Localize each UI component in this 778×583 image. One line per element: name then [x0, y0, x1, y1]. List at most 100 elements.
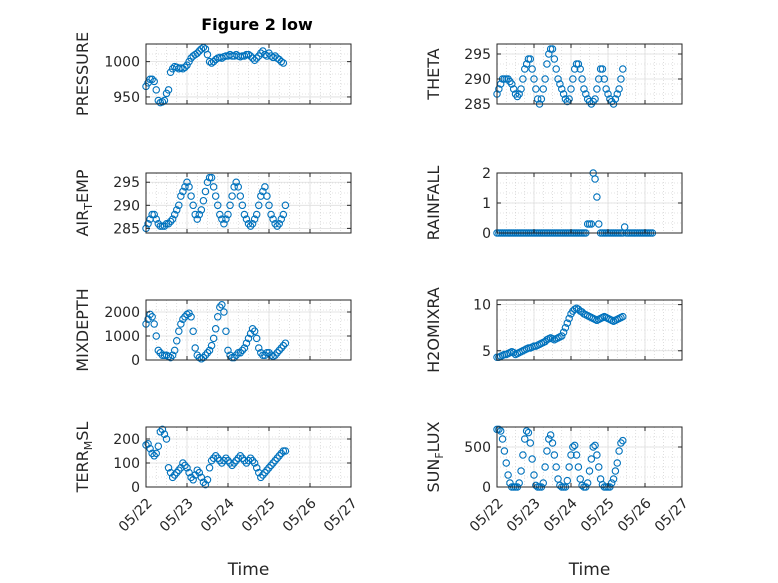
data-point [277, 215, 286, 223]
data-point [554, 75, 562, 83]
ytick-label: 10 [473, 298, 491, 314]
data-point [620, 223, 629, 231]
ytick-label: 295 [464, 47, 491, 63]
data-point [173, 468, 181, 477]
data-point [528, 65, 536, 73]
data-point [238, 346, 247, 355]
data-point [234, 454, 243, 462]
data-point [530, 75, 538, 83]
data-point [214, 454, 222, 462]
data-point [166, 217, 175, 226]
data-point [240, 344, 249, 352]
data-point [152, 449, 161, 458]
data-point [181, 461, 189, 470]
ytick-label: 2 [482, 166, 491, 182]
data-point [550, 55, 559, 63]
data-point [211, 452, 220, 460]
xtick-label: 05/24 [541, 495, 581, 535]
data-point [267, 461, 275, 470]
data-point [177, 192, 185, 200]
data-point [273, 349, 281, 357]
data-point [207, 456, 216, 465]
data-point [216, 210, 224, 219]
data-point [609, 475, 618, 483]
ytick-label: 0 [131, 353, 140, 369]
subplot-0: 950 1000 PRESSURE [73, 32, 352, 116]
data-point [160, 351, 169, 359]
data-point [619, 436, 627, 445]
data-point [222, 454, 230, 462]
data-point [591, 95, 599, 103]
data-point [526, 439, 535, 447]
ytick-label: 1000 [104, 329, 140, 345]
data-point [218, 459, 226, 467]
data-point [261, 468, 269, 477]
data-point [146, 444, 154, 453]
data-point [197, 473, 206, 482]
xtick-label: 05/25 [239, 495, 279, 535]
data-point [271, 351, 279, 359]
ytick-label: 5 [482, 344, 491, 360]
data-point [255, 344, 263, 352]
ytick-label: 1 [482, 196, 491, 212]
data-point [146, 75, 154, 84]
data-point [587, 220, 596, 228]
data-point [578, 75, 586, 83]
figure-title: Figure 2 low [201, 15, 313, 34]
data-point [150, 452, 158, 460]
data-point [522, 60, 531, 68]
axes-box [145, 299, 352, 361]
ytick-label: 950 [113, 90, 140, 106]
data-point [593, 193, 601, 201]
data-point [179, 315, 187, 323]
data-point [164, 220, 173, 228]
data-point [179, 459, 187, 467]
data-point [550, 451, 559, 459]
data-point [591, 175, 599, 183]
data-point [211, 192, 220, 200]
data-point [209, 183, 218, 191]
data-point [230, 353, 238, 362]
data-point [275, 452, 283, 460]
data-point [193, 215, 202, 223]
data-point [528, 455, 536, 463]
data-point [602, 85, 610, 93]
y-axis-label: H2OMIXRA [424, 287, 443, 373]
data-point [191, 210, 199, 219]
data-point [244, 456, 253, 465]
data-point [238, 201, 247, 210]
data-point [593, 85, 601, 93]
data-point [563, 319, 572, 327]
data-point [502, 459, 510, 467]
data-point [222, 327, 230, 335]
data-point [250, 215, 259, 223]
data-point [166, 353, 175, 362]
data-point [594, 220, 603, 228]
data-point [181, 63, 189, 72]
data-point [613, 90, 621, 98]
data-point [569, 75, 577, 83]
data-point [181, 183, 189, 191]
data-point [203, 50, 212, 59]
data-point [156, 349, 165, 357]
data-point [216, 303, 224, 311]
data-point [517, 85, 525, 93]
data-point [232, 351, 240, 359]
data-point [144, 220, 152, 228]
data-point [246, 454, 255, 462]
data-point [205, 464, 214, 472]
data-point [594, 75, 603, 83]
ytick-label: 2000 [104, 305, 140, 321]
data-point [209, 454, 218, 462]
data-point [515, 90, 523, 98]
data-point [607, 479, 616, 487]
xtick-label: 05/22 [116, 495, 156, 535]
data-point [281, 201, 290, 210]
data-point [506, 479, 514, 487]
data-point [533, 95, 542, 103]
data-point [224, 210, 232, 219]
subplot-3: 0 1 2 RAINFALL [424, 166, 683, 242]
data-point [201, 351, 210, 359]
data-point [150, 77, 158, 86]
